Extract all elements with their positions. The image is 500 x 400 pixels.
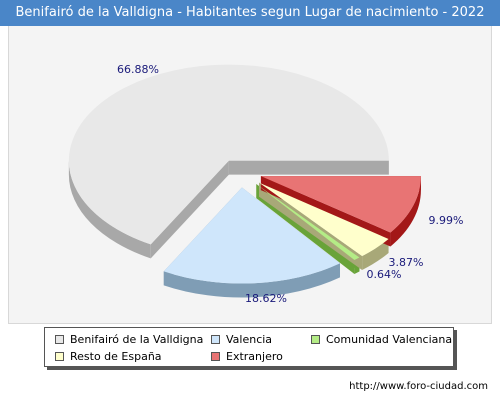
pie-side-valencia: [163, 263, 341, 298]
legend-item-comunidad-valenciana: Comunidad Valenciana: [311, 333, 452, 346]
pie-label-resto-de-espana: 3.87%: [389, 256, 424, 269]
legend-label-benifairo: Benifairó de la Valldigna: [70, 333, 204, 346]
source-credit: http://www.foro-ciudad.com: [349, 381, 488, 392]
legend-swatch-extranjero: [211, 352, 220, 361]
pie-slice-benifairo: [68, 64, 389, 245]
legend-label-extranjero: Extranjero: [226, 350, 283, 363]
legend-item-benifairo: Benifairó de la Valldigna: [55, 333, 203, 346]
legend-label-valencia: Valencia: [226, 333, 273, 346]
legend-swatch-resto-de-espana: [55, 352, 64, 361]
pie-slice-extranjero: [260, 176, 421, 233]
legend-swatch-valencia: [211, 335, 220, 344]
pie-top-faces: [68, 64, 421, 284]
chart-title: Benifairó de la Valldigna - Habitantes s…: [0, 0, 500, 26]
legend-swatch-comunidad-valenciana: [311, 335, 320, 344]
pie-edge-benifairo-0: [228, 160, 389, 175]
pie-slice-valencia: [163, 187, 341, 284]
pie-side-benifairo: [68, 160, 151, 259]
legend-item-resto-de-espana: Resto de España: [55, 350, 162, 363]
legend-swatch-benifairo: [55, 335, 64, 344]
legend: Benifairó de la Valldigna Valencia Comun…: [44, 327, 454, 367]
legend-label-resto-de-espana: Resto de España: [70, 350, 162, 363]
pie-label-benifairo: 66.88%: [117, 63, 159, 76]
legend-item-valencia: Valencia: [211, 333, 272, 346]
pie-label-comunidad-valenciana: 0.64%: [367, 268, 402, 281]
pie-slice-resto-de-espana: [259, 182, 389, 257]
legend-label-comunidad-valenciana: Comunidad Valenciana: [326, 333, 453, 346]
pie-label-extranjero: 9.99%: [429, 214, 464, 227]
pie-edge-benifairo-1: [150, 160, 229, 259]
pie-side-extranjero: [390, 176, 421, 247]
pie-slice-comunidad-valenciana: [256, 184, 360, 260]
legend-item-extranjero: Extranjero: [211, 350, 283, 363]
pie-label-valencia: 18.62%: [245, 292, 287, 305]
